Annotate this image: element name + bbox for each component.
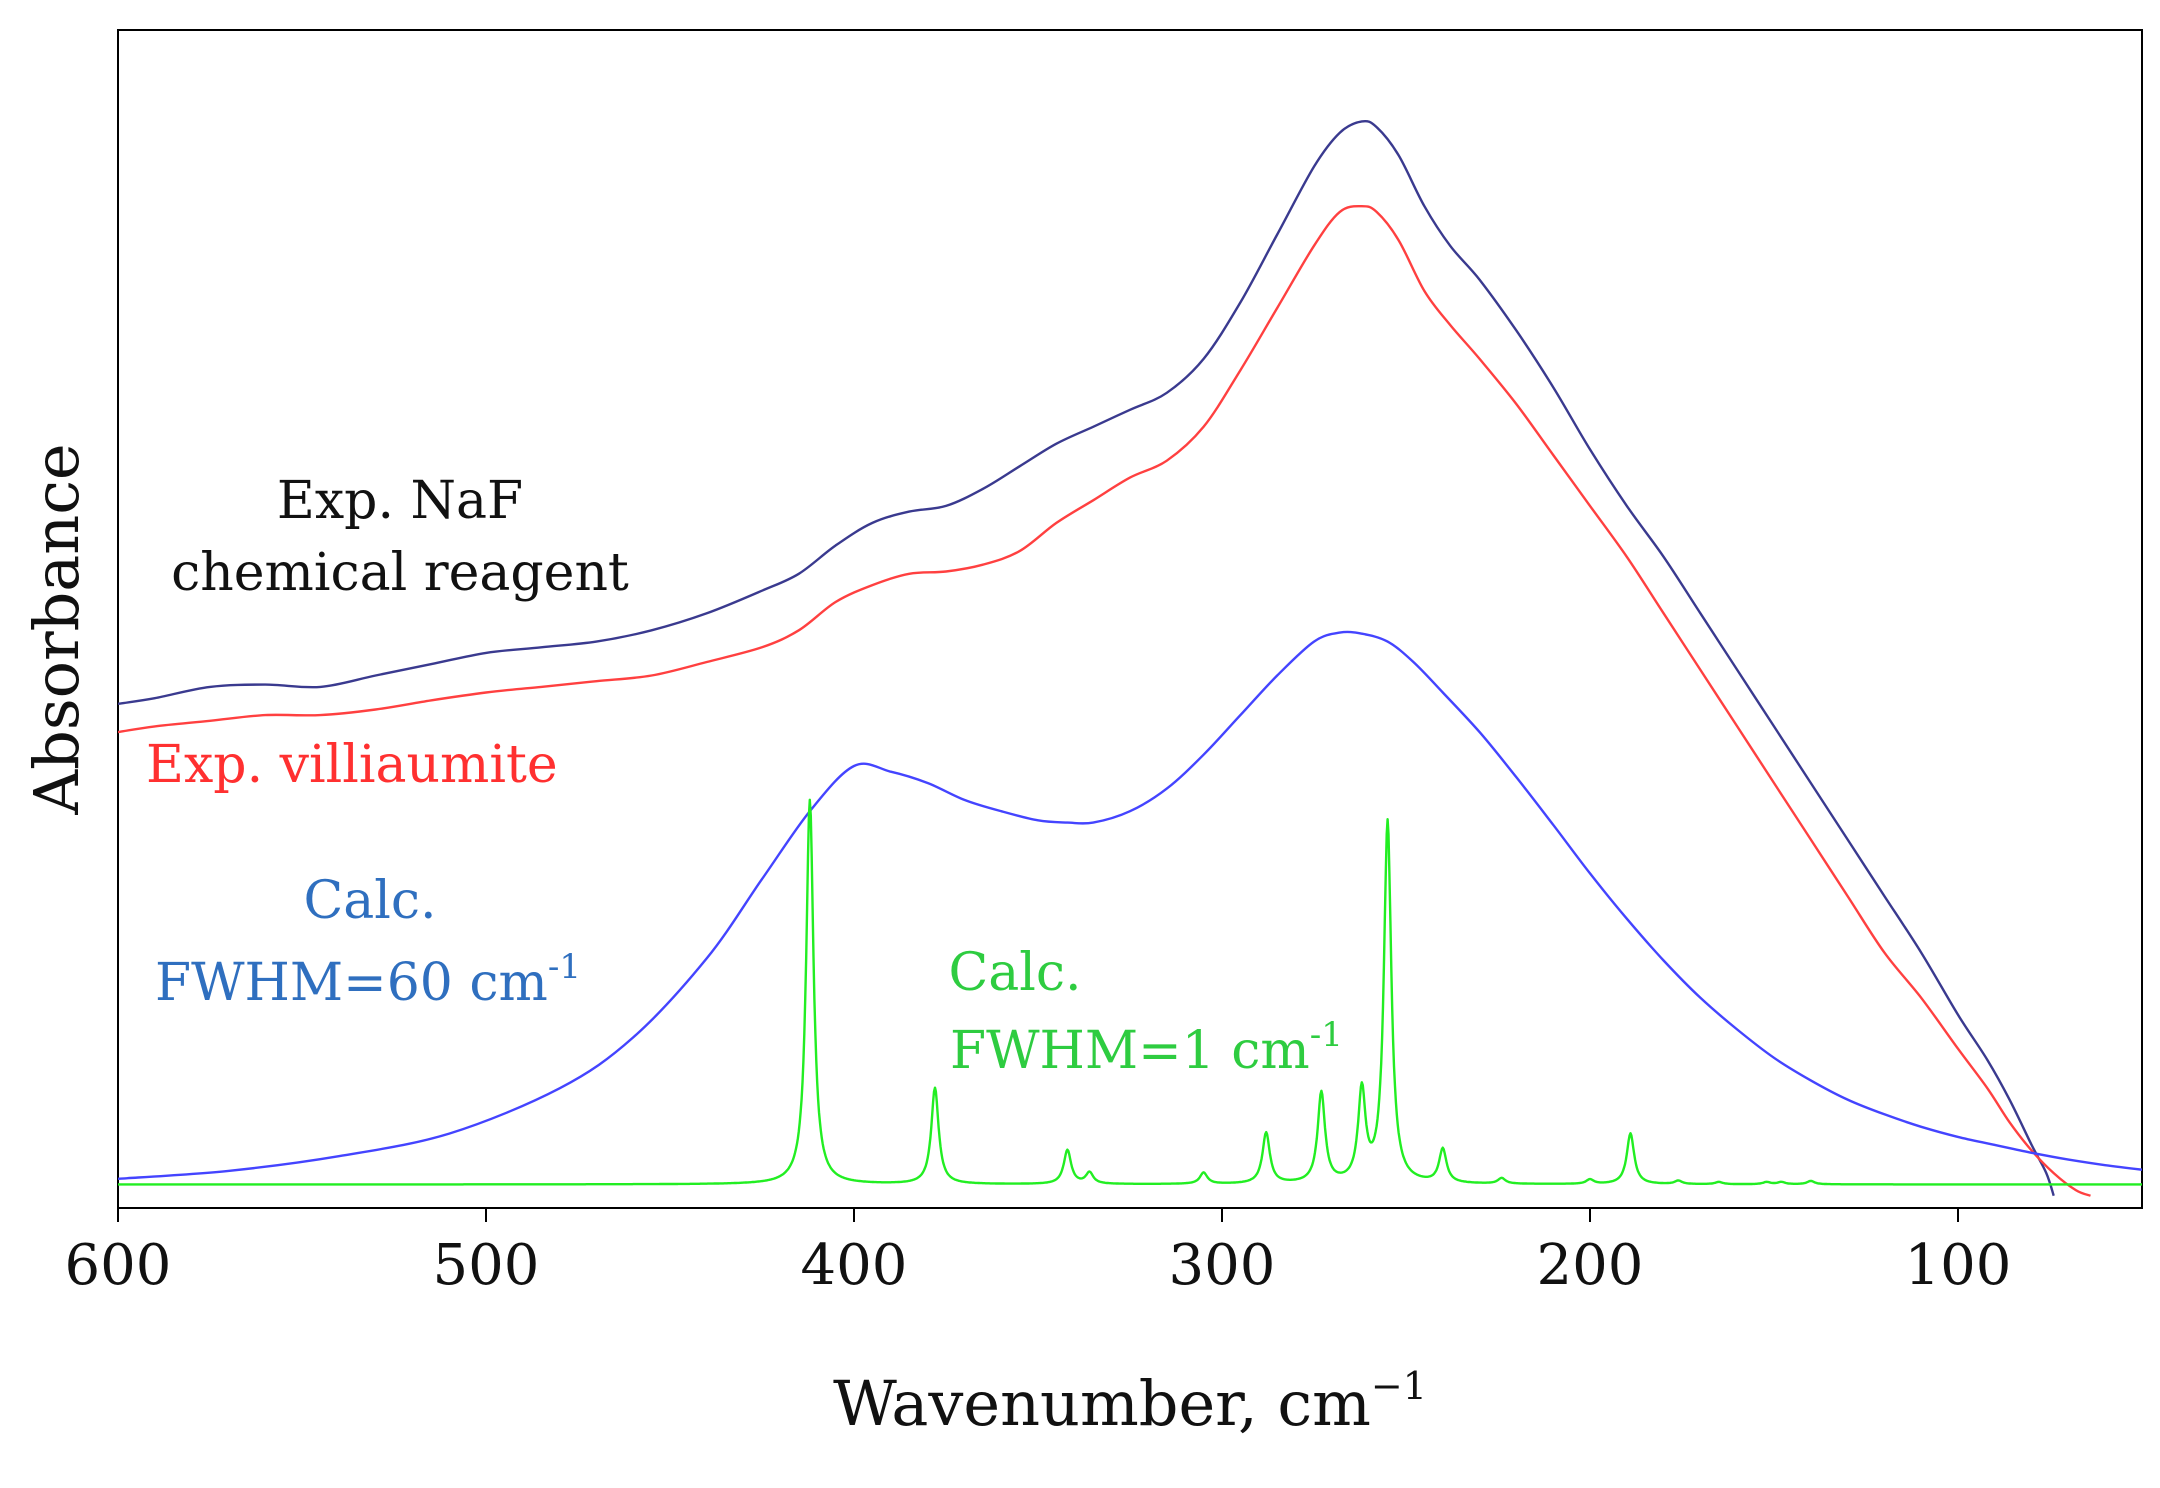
- annotation-calc-fwhm60-sup: -1: [548, 947, 581, 987]
- x-axis-title-text: Wavenumber, cm: [833, 1367, 1371, 1440]
- x-tick-label-500: 500: [433, 1233, 540, 1298]
- series-line-calc-fwhm60: [118, 630, 2142, 1180]
- x-tick-label-100: 100: [1905, 1233, 2012, 1298]
- annotation-calc-fwhm60-text: FWHM=60 cm: [155, 953, 548, 1013]
- annotation-calc-fwhm1-text: FWHM=1 cm: [950, 1021, 1310, 1081]
- x-tick-label-300: 300: [1169, 1233, 1276, 1298]
- annotation-calc-fwhm1: FWHM=1 cm-1: [950, 1015, 1343, 1081]
- series-line-calc-fwhm1: [118, 798, 2142, 1186]
- series-line-exp-naf: [118, 119, 2055, 1197]
- annotation-calc-fwhm60-title: Calc.: [303, 871, 436, 931]
- x-tick-label-400: 400: [801, 1233, 908, 1298]
- x-axis-title: Wavenumber, cm−1: [833, 1364, 1427, 1440]
- annotation-calc-fwhm1-title: Calc.: [948, 943, 1081, 1003]
- x-axis-title-superscript: −1: [1371, 1364, 1427, 1408]
- series-group: [118, 119, 2142, 1197]
- annotation-calc-fwhm1-sup: -1: [1310, 1015, 1343, 1055]
- annotation-exp-villiaumite: Exp. villiaumite: [146, 735, 558, 795]
- annotation-calc-fwhm60: FWHM=60 cm-1: [155, 947, 581, 1013]
- plot-frame: [117, 29, 2143, 1209]
- annotation-exp-naf: Exp. NaF: [277, 471, 523, 531]
- annotation-exp-naf-reagent: chemical reagent: [171, 543, 629, 603]
- x-axis-ticks: 600 500 400 300 200 100: [65, 1208, 2012, 1298]
- y-axis-title: Absorbance: [20, 443, 93, 815]
- x-tick-label-200: 200: [1537, 1233, 1644, 1298]
- series-line-exp-villiaumite: [118, 204, 2091, 1197]
- x-tick-label-600: 600: [65, 1233, 172, 1298]
